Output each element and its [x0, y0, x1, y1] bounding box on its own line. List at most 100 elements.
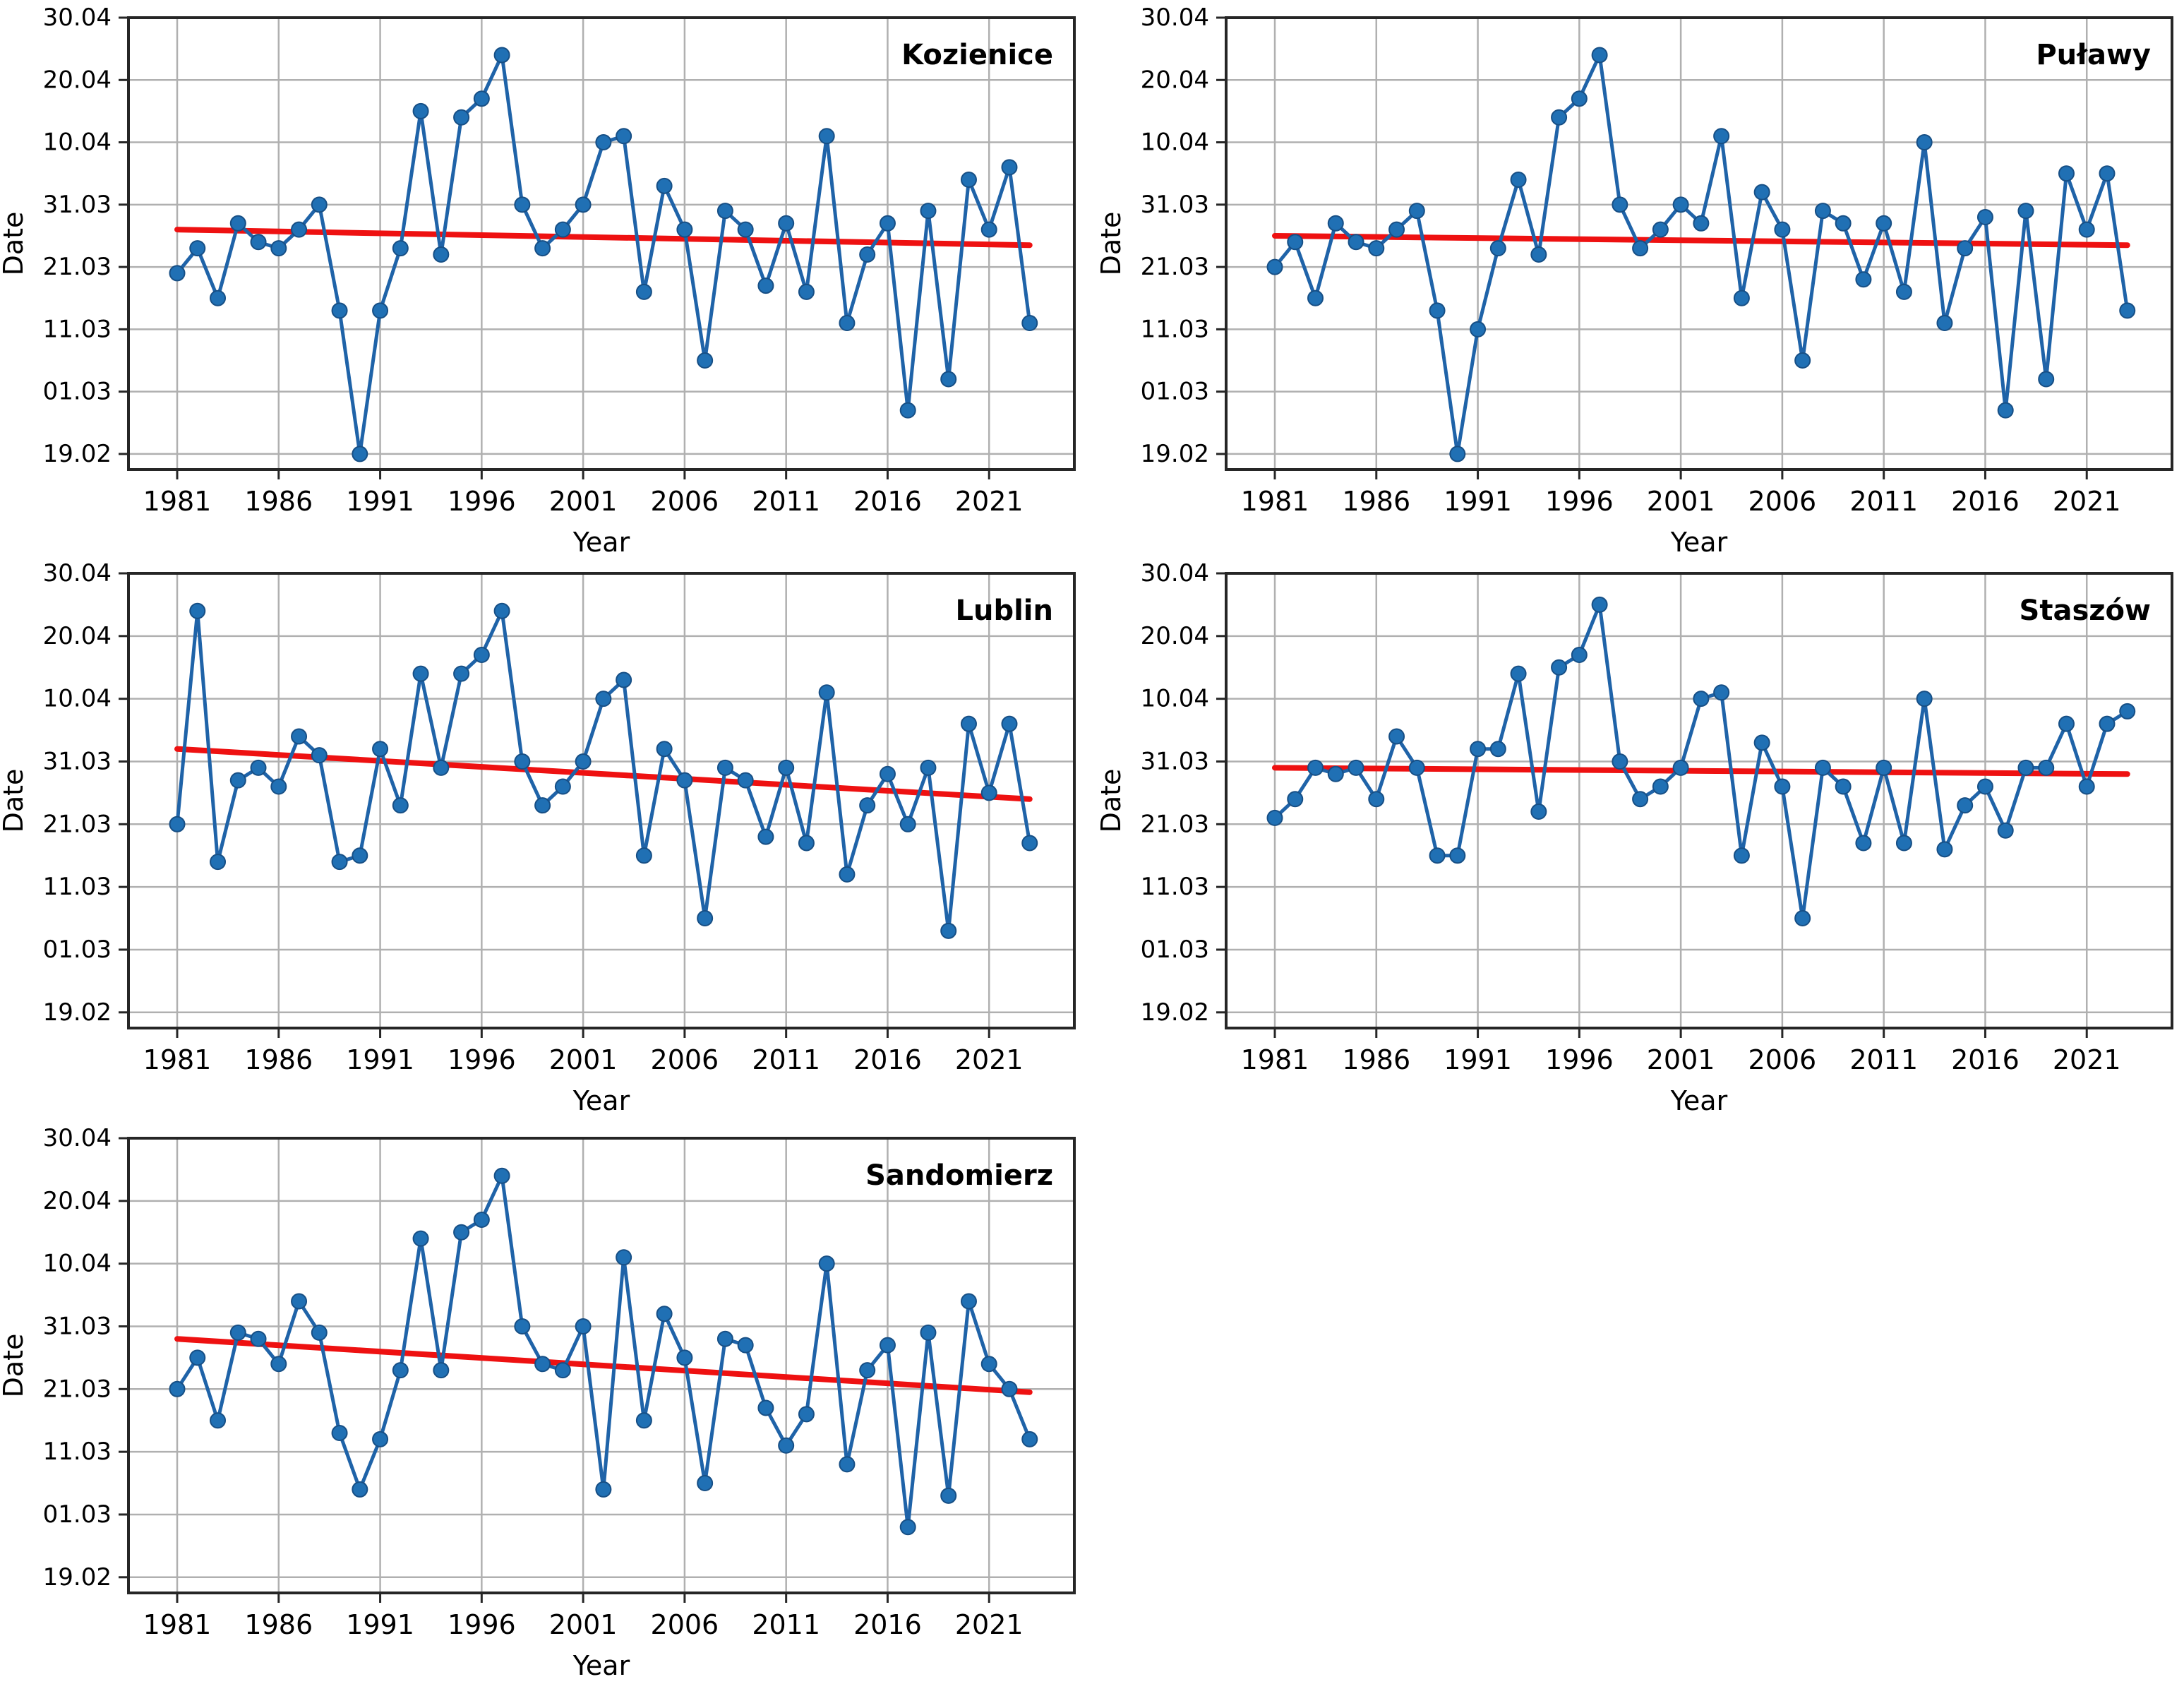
x-axis-label: Year — [572, 527, 630, 558]
data-point — [1591, 596, 1608, 613]
data-point — [291, 728, 308, 745]
data-point — [433, 1362, 450, 1379]
y-tick-label: 21.03 — [1141, 810, 1209, 838]
data-point — [1266, 809, 1283, 826]
data-point — [352, 446, 368, 462]
x-tick-label: 2006 — [651, 486, 719, 517]
chart-panel-sandomierz: 30.04 20.04 10.04 31.03 21.03 11.03 01.03 19.02… — [0, 1124, 1076, 1681]
data-point — [1733, 289, 1750, 306]
data-point — [493, 47, 510, 64]
data-point — [940, 1487, 957, 1504]
data-point — [960, 172, 977, 189]
plot-border — [127, 16, 1076, 471]
data-point — [210, 289, 227, 306]
x-tick-label: 2011 — [752, 1044, 820, 1075]
data-point — [697, 1475, 714, 1492]
data-point — [433, 759, 450, 776]
x-tick-label: 1996 — [448, 1609, 516, 1640]
data-point — [1916, 691, 1933, 707]
data-point — [1287, 791, 1304, 808]
data-point — [554, 778, 571, 795]
y-tick-label: 30.04 — [43, 1124, 112, 1152]
data-point — [189, 602, 206, 619]
data-point — [2038, 759, 2055, 776]
x-tick-label: 1981 — [143, 486, 212, 517]
y-tick-label: 30.04 — [43, 559, 112, 587]
data-point — [1327, 765, 1344, 782]
y-tick-label: 20.04 — [1141, 66, 1209, 94]
data-point — [169, 816, 186, 832]
panel-title: Lublin — [956, 595, 1054, 627]
data-point — [1895, 283, 1912, 300]
data-point — [940, 922, 957, 939]
x-tick-label: 2006 — [1748, 1044, 1817, 1075]
data-point — [757, 277, 774, 294]
y-tick-label: 20.04 — [43, 1187, 112, 1215]
data-point — [920, 759, 937, 776]
data-point — [1001, 715, 1018, 732]
data-point — [210, 854, 227, 871]
x-axis-label: Year — [1670, 527, 1728, 558]
x-tick-label: 2016 — [853, 1609, 922, 1640]
data-point — [1571, 90, 1588, 107]
data-point — [473, 1211, 490, 1228]
y-tick-label: 01.03 — [43, 1500, 112, 1529]
y-tick-label: 10.04 — [43, 1250, 112, 1278]
data-point — [189, 240, 206, 257]
data-point — [1307, 289, 1324, 306]
data-point — [1876, 215, 1892, 232]
data-point — [1713, 128, 1730, 145]
y-tick-label: 20.04 — [43, 66, 112, 94]
y-tick-label: 01.03 — [43, 936, 112, 964]
y-tick-label: 19.02 — [43, 1563, 112, 1592]
data-point — [1470, 741, 1487, 758]
x-tick-label: 2016 — [853, 1044, 922, 1075]
data-point — [1612, 753, 1628, 770]
data-point — [372, 302, 389, 319]
data-point — [1855, 835, 1872, 852]
x-tick-label: 2011 — [752, 486, 820, 517]
y-tick-label: 19.02 — [43, 440, 112, 468]
data-point — [1388, 221, 1405, 238]
data-point — [1693, 691, 1710, 707]
y-tick-label: 31.03 — [1141, 191, 1209, 219]
data-point — [1976, 208, 1993, 225]
data-point — [1001, 1380, 1018, 1397]
data-point — [291, 1293, 308, 1310]
data-point — [250, 1330, 267, 1347]
x-axis-label: Year — [572, 1085, 630, 1116]
data-point — [534, 797, 551, 814]
data-point — [757, 828, 774, 845]
data-point — [331, 854, 348, 871]
data-point — [798, 283, 815, 300]
data-point — [210, 1412, 227, 1429]
data-point — [311, 1324, 328, 1341]
data-point — [311, 196, 328, 213]
y-tick-label: 01.03 — [43, 378, 112, 406]
trend-line — [174, 227, 1033, 249]
data-point — [798, 1406, 815, 1423]
data-point — [1774, 221, 1791, 238]
plot-background — [1226, 573, 2172, 1028]
data-point — [839, 866, 856, 883]
data-point — [1571, 646, 1588, 663]
y-tick-label: 21.03 — [43, 253, 112, 281]
data-point — [879, 765, 896, 782]
data-point — [352, 847, 368, 864]
data-point — [859, 797, 876, 814]
y-axis-label: Date — [1096, 769, 1127, 833]
data-point — [1021, 835, 1038, 852]
data-point — [818, 128, 835, 145]
data-point — [1612, 196, 1628, 213]
data-point — [1551, 659, 1568, 676]
data-point — [656, 1306, 673, 1322]
x-tick-label: 2001 — [549, 486, 618, 517]
y-tick-label: 01.03 — [1141, 936, 1209, 964]
data-point — [291, 221, 308, 238]
data-point — [1672, 759, 1689, 776]
y-tick-label: 19.02 — [1141, 440, 1209, 468]
data-point — [1510, 172, 1527, 189]
data-point — [2058, 715, 2075, 732]
x-tick-label: 2001 — [1647, 1044, 1715, 1075]
data-point — [595, 134, 612, 151]
